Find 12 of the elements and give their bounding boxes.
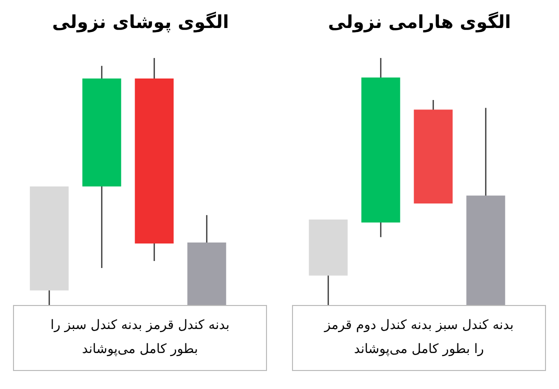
- text: بدنه کندل سبز بدنه کندل دوم قرمز را بطور کامل می‌پوشاند: [292, 305, 546, 371]
- chart-title: الگوی هارامی نزولی: [327, 12, 512, 33]
- candlestick: [30, 186, 69, 306]
- candlestick: [466, 107, 506, 306]
- candlestick: [308, 220, 348, 306]
- candlestick: [361, 57, 400, 238]
- text: بدنه کندل قرمز بدنه کندل سبز را بطور کامل می‌پوشاند: [13, 305, 267, 371]
- candlestick: [414, 99, 453, 204]
- candlestick: [134, 57, 174, 262]
- candlestick: [82, 65, 122, 269]
- candlestick: [187, 214, 226, 306]
- chart-title: الگوی پوشای نزولی: [51, 12, 230, 33]
